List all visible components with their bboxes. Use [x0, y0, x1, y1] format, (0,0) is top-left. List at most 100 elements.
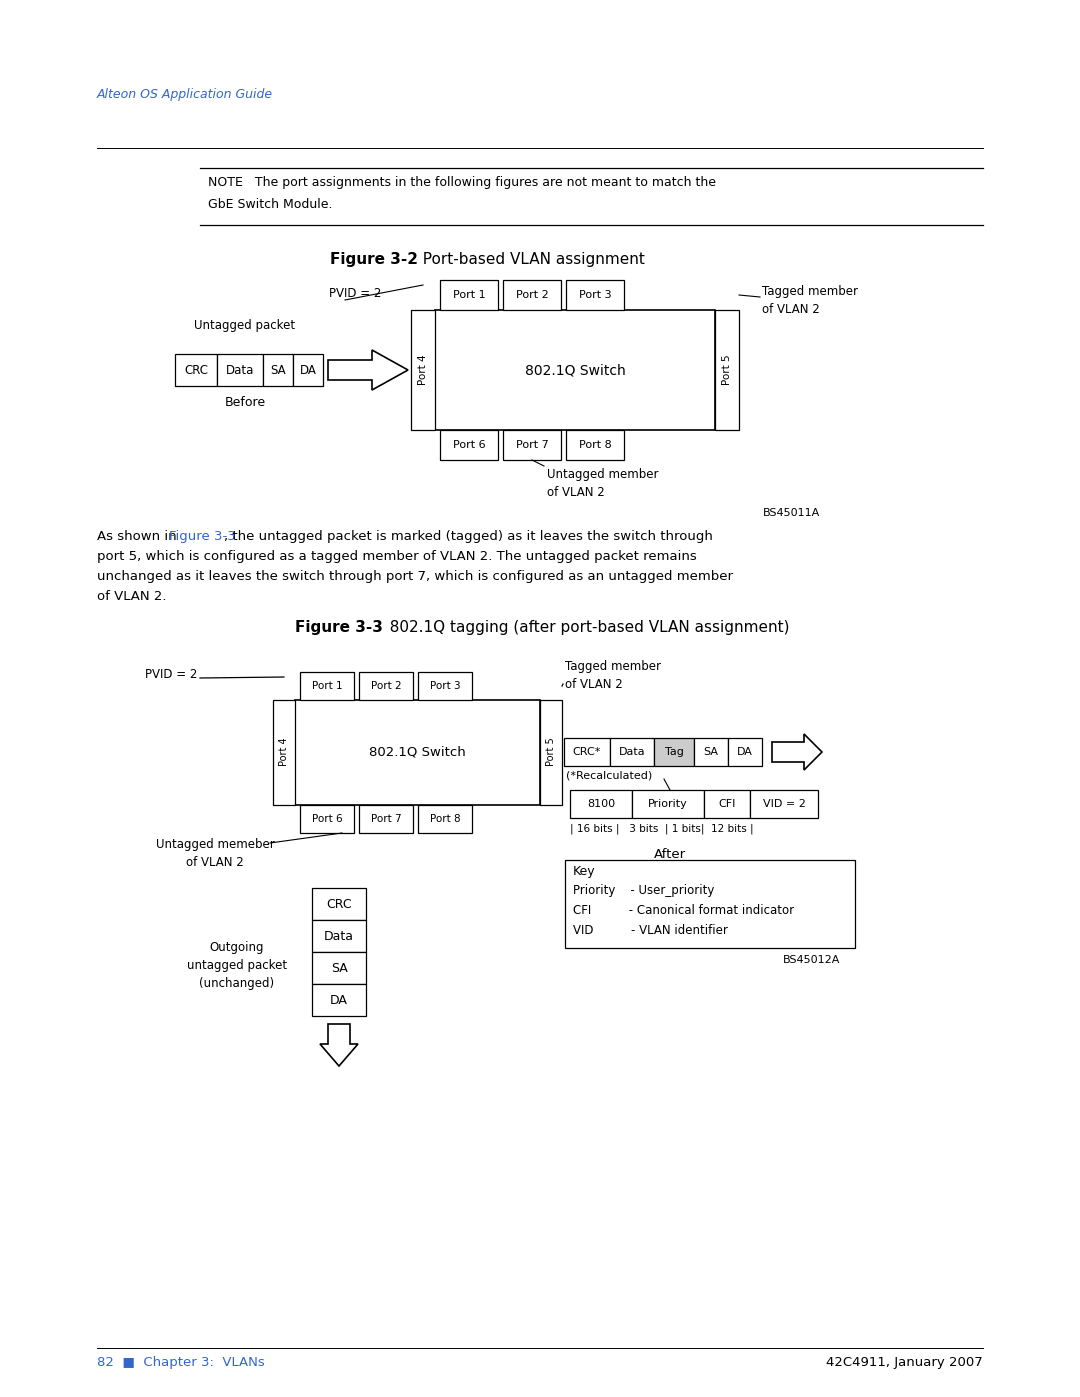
Text: Port 6: Port 6 — [312, 814, 342, 824]
Text: Figure 3-3: Figure 3-3 — [168, 529, 235, 543]
Text: CFI          - Canonical format indicator: CFI - Canonical format indicator — [573, 904, 794, 916]
Text: of VLAN 2: of VLAN 2 — [762, 303, 820, 316]
Bar — [312, 888, 366, 921]
Text: PVID = 2: PVID = 2 — [328, 286, 381, 300]
Text: 802.1Q Switch: 802.1Q Switch — [525, 363, 625, 377]
Text: Port 4: Port 4 — [418, 355, 428, 386]
Text: Alteon OS Application Guide: Alteon OS Application Guide — [97, 88, 273, 101]
Text: 802.1Q tagging (after port-based VLAN assignment): 802.1Q tagging (after port-based VLAN as… — [380, 620, 789, 636]
Text: CFI: CFI — [718, 799, 735, 809]
Text: Before: Before — [225, 395, 266, 409]
Text: Untagged packet: Untagged packet — [194, 319, 296, 332]
Text: Port 5: Port 5 — [546, 738, 556, 767]
Text: Port 7: Port 7 — [515, 440, 549, 450]
Text: 8100: 8100 — [586, 799, 616, 809]
Text: CRC: CRC — [326, 897, 352, 911]
Text: Port 1: Port 1 — [312, 680, 342, 692]
Bar — [728, 738, 762, 766]
Text: Port-based VLAN assignment: Port-based VLAN assignment — [413, 251, 645, 267]
Text: , the untagged packet is marked (tagged) as it leaves the switch through: , the untagged packet is marked (tagged)… — [224, 529, 713, 543]
Text: Port 8: Port 8 — [579, 440, 611, 450]
Text: Port 1: Port 1 — [453, 291, 485, 300]
Text: Port 7: Port 7 — [370, 814, 402, 824]
Bar — [566, 279, 624, 310]
Bar — [418, 672, 472, 700]
Text: SA: SA — [703, 747, 718, 757]
Bar — [566, 430, 624, 460]
Text: of VLAN 2.: of VLAN 2. — [97, 590, 166, 604]
Text: After: After — [653, 848, 686, 861]
Text: Priority    - User_priority: Priority - User_priority — [573, 884, 714, 897]
Bar — [359, 805, 413, 833]
Text: Untagged member: Untagged member — [546, 468, 659, 481]
Bar — [264, 353, 293, 386]
Bar — [750, 789, 818, 819]
Bar — [570, 789, 632, 819]
Text: BS45012A: BS45012A — [783, 956, 840, 965]
Bar — [300, 805, 354, 833]
Text: Port 2: Port 2 — [515, 291, 549, 300]
Text: As shown in: As shown in — [97, 529, 180, 543]
Bar — [503, 279, 561, 310]
Bar — [440, 279, 498, 310]
Text: Port 6: Port 6 — [453, 440, 485, 450]
Bar — [312, 921, 366, 951]
Text: Port 5: Port 5 — [723, 355, 732, 386]
Text: of VLAN 2: of VLAN 2 — [186, 856, 244, 869]
Bar — [312, 983, 366, 1016]
Text: Port 3: Port 3 — [430, 680, 460, 692]
Text: 802.1Q Switch: 802.1Q Switch — [368, 746, 465, 759]
Polygon shape — [320, 1024, 357, 1066]
Bar — [632, 789, 704, 819]
Text: BS45011A: BS45011A — [762, 509, 820, 518]
Text: Figure 3-3: Figure 3-3 — [295, 620, 383, 636]
Text: Key: Key — [573, 865, 596, 877]
Bar — [293, 353, 323, 386]
Bar — [503, 430, 561, 460]
Text: NOTE   The port assignments in the following figures are not meant to match the: NOTE The port assignments in the followi… — [208, 176, 716, 189]
Text: Untagged memeber: Untagged memeber — [156, 838, 274, 851]
Bar — [694, 738, 728, 766]
Text: Tag: Tag — [664, 747, 684, 757]
Text: | 16 bits |   3 bits  | 1 bits|  12 bits |: | 16 bits | 3 bits | 1 bits| 12 bits | — [570, 824, 754, 834]
Bar — [564, 738, 610, 766]
Text: untagged packet: untagged packet — [187, 958, 287, 971]
Bar — [300, 672, 354, 700]
Text: Data: Data — [619, 747, 646, 757]
Bar — [295, 700, 540, 805]
Bar — [565, 861, 855, 949]
Bar — [540, 700, 562, 805]
Bar — [273, 700, 295, 805]
Text: VID          - VLAN identifier: VID - VLAN identifier — [573, 923, 728, 937]
Text: SA: SA — [330, 961, 348, 975]
Text: (unchanged): (unchanged) — [200, 977, 274, 989]
Text: (*Recalculated): (*Recalculated) — [566, 771, 652, 781]
Bar — [175, 353, 217, 386]
Text: port 5, which is configured as a tagged member of VLAN 2. The untagged packet re: port 5, which is configured as a tagged … — [97, 550, 697, 563]
Text: Data: Data — [226, 363, 254, 377]
Text: Port 4: Port 4 — [279, 738, 289, 767]
Text: Port 2: Port 2 — [370, 680, 402, 692]
Bar — [411, 310, 435, 430]
Text: Priority: Priority — [648, 799, 688, 809]
Text: DA: DA — [330, 993, 348, 1006]
Text: PVID = 2: PVID = 2 — [145, 668, 198, 680]
Text: GbE Switch Module.: GbE Switch Module. — [208, 198, 333, 211]
Text: of VLAN 2: of VLAN 2 — [546, 486, 605, 499]
Bar — [440, 430, 498, 460]
Text: of VLAN 2: of VLAN 2 — [565, 678, 623, 692]
Text: CRC*: CRC* — [572, 747, 602, 757]
Text: 82  ■  Chapter 3:  VLANs: 82 ■ Chapter 3: VLANs — [97, 1356, 265, 1369]
Text: Data: Data — [324, 929, 354, 943]
Text: DA: DA — [299, 363, 316, 377]
Bar — [610, 738, 654, 766]
Polygon shape — [328, 351, 408, 390]
Text: unchanged as it leaves the switch through port 7, which is configured as an unta: unchanged as it leaves the switch throug… — [97, 570, 733, 583]
Text: 42C4911, January 2007: 42C4911, January 2007 — [826, 1356, 983, 1369]
Text: CRC: CRC — [184, 363, 208, 377]
Text: DA: DA — [737, 747, 753, 757]
Text: VID = 2: VID = 2 — [762, 799, 806, 809]
Bar — [654, 738, 694, 766]
Text: Figure 3-2: Figure 3-2 — [330, 251, 418, 267]
Bar — [359, 672, 413, 700]
